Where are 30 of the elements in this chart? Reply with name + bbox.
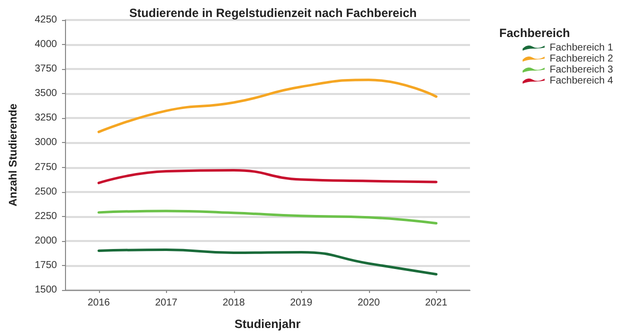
legend-label: Fachbereich 3 [550,64,614,76]
y-tick-label: 1750 [34,260,58,271]
y-tick-label: 1500 [34,284,58,296]
y-tick-label: 2750 [34,162,58,173]
x-tick-label: 2016 [88,298,110,308]
chart-title: Studierende in Regelstudienzeit nach Fachbereich [129,6,417,20]
y-tick-label: 2500 [34,186,58,198]
legend-label: Fachbereich 2 [550,54,614,64]
line-series [98,168,438,184]
x-tick-label: 2018 [222,298,246,308]
legend-title: Fachbereich [499,26,570,40]
x-tick-label: 2021 [425,298,448,308]
x-tick-label: 2017 [155,298,178,308]
y-tick-label: 3500 [34,88,58,100]
x-tick-label: 2020 [358,298,380,308]
y-tick-label: 3250 [34,112,58,124]
x-axis-title: Studienjahr [234,317,301,331]
y-tick-label: 3000 [34,137,58,148]
y-tick-label: 2250 [34,210,58,222]
y-tick-label: 3750 [34,64,58,75]
y-axis-title: Anzahl Studierende [8,104,20,206]
line-series [98,78,438,134]
y-tick-label: 4250 [34,14,58,26]
legend-label: Fachbereich 1 [550,42,614,54]
line-series [98,248,438,276]
line-series [98,210,438,224]
legend-label: Fachbereich 4 [550,76,614,86]
y-tick-label: 4000 [34,39,58,50]
x-tick-label: 2019 [290,298,313,308]
y-tick-label: 2000 [34,235,58,246]
